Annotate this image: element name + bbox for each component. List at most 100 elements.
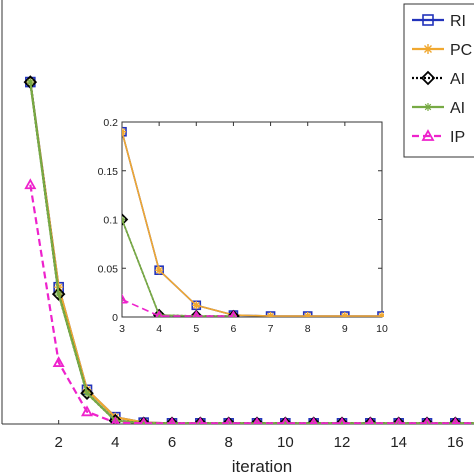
main-series-ai-2-point-shape — [391, 416, 406, 424]
main-series-ai-2-point-shape — [80, 386, 94, 400]
main-series-ip-4-point — [253, 416, 261, 424]
main-series-ip-4-point-shape — [451, 416, 460, 424]
inset-series-ai-2-point — [227, 309, 240, 317]
inset-series-ai-2-point — [190, 309, 203, 317]
inset-y-tick-label: 0.2 — [103, 117, 118, 129]
inset-y-tick-label: 0.1 — [103, 215, 118, 227]
inset-series-ip-4-point — [229, 310, 238, 317]
inset-x-tick-label: 3 — [119, 323, 125, 335]
inset-series-ip-4-point — [192, 310, 201, 317]
inset-y-tick-label: 0.05 — [98, 263, 119, 275]
inset-series-ai-2-point-shape — [122, 213, 129, 226]
main-series-ip-4-point — [423, 416, 431, 424]
inset-y-tick-label: 0 — [112, 312, 118, 324]
legend-marker — [421, 129, 435, 141]
main-series-ip-4-point — [366, 416, 375, 424]
inset-series-pc-1-point — [266, 312, 275, 317]
inset-series-ai-2-point — [122, 213, 129, 226]
inset-plot: 3 4 5 6 7 8 9 10 0 0.05 0.1 0.15 0.2 — [98, 117, 388, 335]
inset-series-ip-4-point — [155, 310, 163, 317]
main-series-ai-3-point — [140, 419, 148, 424]
main-series-ai-3-point-shape — [281, 419, 289, 424]
legend-marker — [420, 70, 436, 86]
main-series-ai-3-point — [55, 290, 63, 298]
main-series-ai-3-point — [338, 419, 346, 424]
inset-x-tick-label: 5 — [193, 323, 199, 335]
inset-series-pc-1-point — [378, 312, 384, 317]
main-series-ai-2-point-shape — [165, 416, 179, 424]
main-series-ai-3-point — [83, 389, 91, 397]
legend-item: AI — [412, 70, 465, 88]
main-series-ip-4-point-shape — [196, 416, 205, 424]
main-series-ai-2-point-shape — [193, 416, 208, 424]
main-series-ip-4-point-shape — [253, 416, 261, 424]
inset-series-ai-3-point — [155, 311, 163, 317]
main-series-ip-4-point-shape — [281, 416, 290, 424]
main-series-ip-4-point — [281, 416, 290, 424]
main-series-ai-2-point — [193, 416, 208, 424]
inset-series-ip-4-point-shape — [155, 310, 163, 317]
inset-series-ai-2-point-shape — [152, 308, 166, 317]
inset-x-tick-label: 9 — [342, 323, 348, 335]
main-series-ai-2-point — [80, 386, 94, 400]
legend-marker-shape — [420, 70, 436, 86]
main-x-tick-label: 10 — [277, 434, 294, 451]
inset-series-pc-1-point — [155, 266, 164, 275]
main-series-ai-2-point — [335, 416, 349, 424]
legend: RI PC AI AI IP — [403, 3, 474, 158]
main-series-ip-4-point-shape — [111, 416, 120, 424]
legend-label: RI — [450, 13, 466, 30]
main-series-ai-3-point-shape — [338, 419, 346, 424]
main-series-ai-2-point-shape — [335, 416, 349, 424]
main-series-ai-2-point-shape — [306, 416, 321, 424]
legend-marker-shape — [424, 103, 432, 111]
legend-label: PC — [450, 42, 472, 59]
legend-marker-shape — [423, 44, 433, 54]
main-series-ip-4-point-shape — [168, 416, 176, 424]
main-series-ip-4-point-shape — [394, 416, 403, 424]
main-series-ai-2-point — [363, 416, 378, 424]
main-series-ip-4-point-shape — [366, 416, 375, 424]
legend-item: RI — [412, 13, 466, 30]
inset-x-tick-label: 6 — [231, 323, 237, 335]
main-series-ip-4-point — [139, 416, 148, 424]
main-series-ai-3-point — [111, 416, 119, 424]
inset-series-pc-1-point — [192, 301, 201, 310]
inset-series-group — [122, 126, 384, 317]
inset-series-pc-1-point-shape — [192, 301, 201, 310]
main-x-tick-label: 14 — [390, 434, 407, 451]
main-series-ai-2-point-shape — [448, 416, 463, 424]
inset-series-ai-3-point-shape — [230, 312, 237, 317]
inset-series-ai-2-point — [152, 308, 166, 317]
inset-series-pc-1-line — [122, 131, 382, 317]
main-series-ai-2-point — [165, 416, 179, 424]
main-series-ip-4-point-shape — [80, 405, 94, 417]
main-series-ip-4-point — [451, 416, 460, 424]
inset-x-tick-label: 4 — [156, 323, 162, 335]
legend-item: PC — [412, 42, 472, 59]
main-series-ip-4-point — [224, 416, 233, 424]
main-x-tick-label: 12 — [334, 434, 351, 451]
main-series-ai-2-point — [51, 287, 66, 301]
main-series-ai-2-point-shape — [420, 416, 434, 424]
main-series-ai-2-point — [221, 416, 236, 424]
main-series-ai-2-point — [448, 416, 463, 424]
inset-series-ai-2-point-shape — [227, 309, 240, 317]
legend-box — [403, 3, 474, 158]
inset-series-pc-1-point — [340, 312, 349, 317]
main-series-ip-4-point-shape — [224, 416, 233, 424]
inset-series-pc-1-point — [122, 127, 126, 136]
main-series-ip-4-point — [24, 178, 37, 190]
legend-marker-shape — [422, 14, 434, 26]
inset-series-pc-1-point — [303, 312, 312, 317]
main-series-ai-3-point-shape — [26, 78, 34, 86]
main-series-ip-4-point — [168, 416, 176, 424]
inset-x-tick-label: 8 — [305, 323, 311, 335]
inset-y-tick-label: 0.15 — [98, 166, 119, 178]
main-series-ip-4-point — [338, 416, 346, 424]
inset-series-ai-3-point-shape — [122, 216, 126, 223]
main-series-ai-3-point — [281, 419, 289, 424]
main-series-ai-2-point — [108, 413, 123, 424]
